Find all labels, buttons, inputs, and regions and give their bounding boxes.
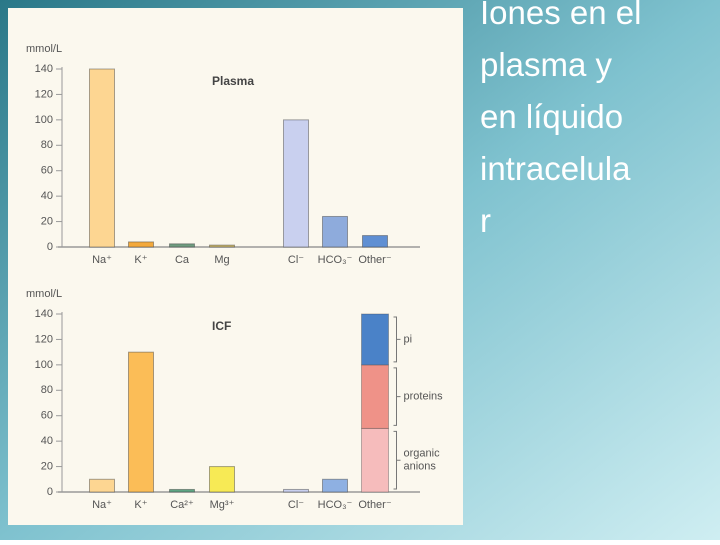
- y-tick-label: 120: [35, 88, 53, 100]
- y-tick-label: 20: [41, 460, 53, 472]
- chart-title: ICF: [212, 319, 231, 333]
- bar: [89, 68, 115, 248]
- x-tick-label: Other⁻: [358, 254, 392, 266]
- x-tick-label: Na⁺: [92, 499, 112, 511]
- chart-title: Plasma: [212, 74, 254, 88]
- bracket: [393, 316, 401, 363]
- x-tick-label: HCO₃⁻: [318, 499, 353, 511]
- bar: [128, 351, 154, 493]
- y-axis-label: mmol/L: [26, 43, 62, 55]
- stack-label: pi: [404, 333, 413, 345]
- slide-title-line: Iones en el: [480, 0, 641, 31]
- x-tick-label: HCO₃⁻: [318, 254, 353, 266]
- bar: [283, 488, 309, 493]
- slide-title-line: intracelula: [480, 150, 631, 187]
- x-tick-label: K⁺: [134, 499, 147, 511]
- x-tick-label: Ca: [175, 254, 190, 266]
- stack-label: proteins: [404, 391, 444, 403]
- slide-title-line: plasma y: [480, 46, 613, 83]
- x-tick-label: Cl⁻: [288, 254, 304, 266]
- x-tick-label: Mg³⁺: [210, 499, 235, 511]
- y-tick-label: 40: [41, 190, 53, 202]
- y-tick-label: 80: [41, 384, 53, 396]
- x-tick-label: Ca²⁺: [170, 499, 194, 511]
- bar: [169, 488, 195, 493]
- bracket: [393, 430, 401, 490]
- y-tick-label: 100: [35, 359, 53, 371]
- x-tick-label: Cl⁻: [288, 499, 304, 511]
- stack-segment: [361, 364, 389, 429]
- stack-label: organic anions: [404, 448, 441, 473]
- y-tick-label: 140: [35, 308, 53, 320]
- x-tick-label: Other⁻: [358, 499, 392, 511]
- x-tick-label: Na⁺: [92, 254, 112, 266]
- bar: [128, 241, 154, 248]
- y-tick-label: 80: [41, 139, 53, 151]
- y-tick-label: 40: [41, 435, 53, 447]
- bar: [169, 243, 195, 248]
- bar: [322, 215, 348, 248]
- y-tick-label: 140: [35, 63, 53, 75]
- y-tick-label: 0: [47, 241, 53, 253]
- stack-segment: [361, 427, 389, 493]
- bar: [322, 478, 348, 493]
- bracket: [393, 367, 401, 426]
- bar: [209, 244, 235, 248]
- x-tick-label: K⁺: [134, 254, 147, 266]
- y-tick-label: 100: [35, 114, 53, 126]
- bar: [362, 235, 388, 248]
- bar: [89, 478, 115, 493]
- y-tick-label: 20: [41, 215, 53, 227]
- x-tick-label: Mg: [214, 254, 229, 266]
- stack-segment: [361, 313, 389, 366]
- slide-title-line: r: [480, 202, 491, 239]
- y-tick-label: 60: [41, 410, 53, 422]
- y-tick-label: 120: [35, 333, 53, 345]
- y-axis-label: mmol/L: [26, 288, 62, 300]
- y-tick-label: 0: [47, 486, 53, 498]
- y-tick-label: 60: [41, 165, 53, 177]
- bar: [283, 119, 309, 248]
- bar: [209, 466, 235, 493]
- slide-title-line: en líquido: [480, 98, 623, 135]
